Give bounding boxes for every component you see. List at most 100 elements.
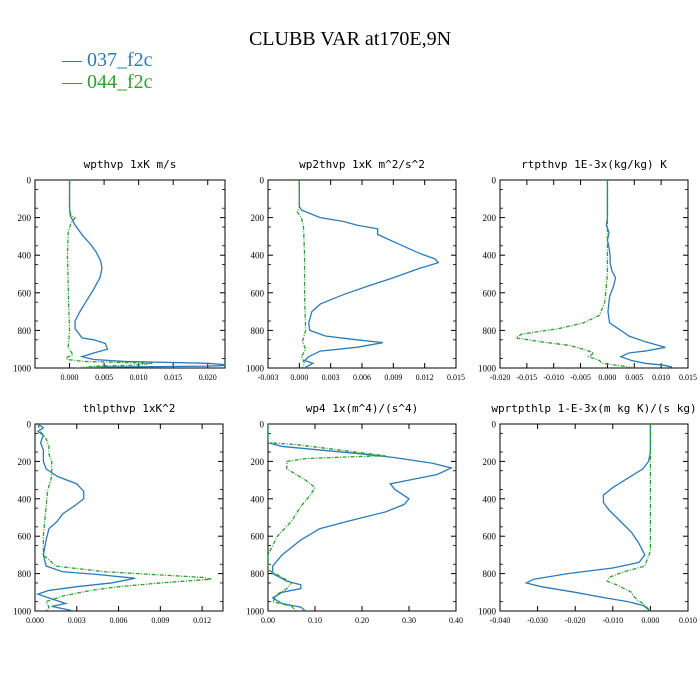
y-tick-label: 200 bbox=[483, 457, 497, 467]
x-tick-label: -0.030 bbox=[527, 616, 548, 625]
plot-frame bbox=[499, 179, 689, 369]
y-tick-label: 800 bbox=[251, 569, 265, 579]
y-tick-label: 1000 bbox=[246, 364, 265, 374]
series-line-037_f2c bbox=[68, 180, 225, 368]
x-tick-label: 0.30 bbox=[402, 616, 416, 625]
y-tick-label: 800 bbox=[251, 326, 265, 336]
y-tick-label: 1000 bbox=[13, 607, 32, 617]
series-line-044_f2c bbox=[296, 180, 307, 368]
y-tick-label: 0 bbox=[492, 420, 497, 430]
x-tick-label: 0.015 bbox=[164, 373, 182, 382]
y-tick-label: 200 bbox=[483, 213, 497, 223]
y-tick-label: 400 bbox=[251, 494, 265, 504]
legend-entry-044: — 044_f2c bbox=[62, 71, 153, 93]
x-tick-label: 0.012 bbox=[193, 616, 211, 625]
panel-title: rtpthvp 1E-3x(kg/kg) K bbox=[521, 158, 667, 171]
y-tick-label: 200 bbox=[251, 457, 265, 467]
y-tick-label: 600 bbox=[18, 288, 32, 298]
y-tick-label: 400 bbox=[18, 251, 32, 261]
y-tick-label: 800 bbox=[18, 569, 32, 579]
legend-entry-037: — 037_f2c bbox=[62, 49, 153, 71]
x-tick-label: 0.000 bbox=[290, 373, 308, 382]
plot-frame bbox=[34, 179, 226, 369]
y-tick-label: 600 bbox=[251, 532, 265, 542]
y-tick-label: 600 bbox=[18, 532, 32, 542]
y-tick-label: 200 bbox=[18, 213, 32, 223]
series-line-037_f2c bbox=[605, 180, 673, 368]
panel-title: wp2thvp 1xK m^2/s^2 bbox=[299, 158, 425, 171]
panel-title: wp4 1x(m^4)/(s^4) bbox=[306, 402, 419, 415]
series-line-037_f2c bbox=[524, 424, 652, 611]
x-tick-label: 0.000 bbox=[641, 616, 659, 625]
x-tick-label: -0.015 bbox=[517, 373, 538, 382]
x-tick-label: 0.000 bbox=[61, 373, 79, 382]
series-line-044_f2c bbox=[268, 424, 386, 611]
series-line-044_f2c bbox=[65, 180, 153, 368]
x-tick-label: 0.40 bbox=[449, 616, 463, 625]
y-tick-label: 1000 bbox=[478, 607, 497, 617]
y-tick-label: 0 bbox=[260, 420, 265, 430]
x-tick-label: 0.000 bbox=[598, 373, 616, 382]
x-tick-label: -0.020 bbox=[490, 373, 511, 382]
chart-panel-3: rtpthvp 1E-3x(kg/kg) K02004006008001000-… bbox=[478, 158, 697, 382]
series-line-037_f2c bbox=[298, 180, 440, 368]
panel-title: thlpthvp 1xK^2 bbox=[83, 402, 176, 415]
x-tick-label: 0.006 bbox=[353, 373, 371, 382]
x-tick-label: -0.005 bbox=[570, 373, 591, 382]
x-tick-label: 0.10 bbox=[308, 616, 322, 625]
x-tick-label: -0.020 bbox=[565, 616, 586, 625]
y-tick-label: 200 bbox=[251, 213, 265, 223]
y-tick-label: 800 bbox=[483, 326, 497, 336]
x-tick-label: 0.006 bbox=[110, 616, 128, 625]
x-tick-label: -0.010 bbox=[602, 616, 623, 625]
series-line-044_f2c bbox=[514, 180, 635, 368]
x-tick-label: 0.000 bbox=[26, 616, 44, 625]
x-tick-label: 0.20 bbox=[355, 616, 369, 625]
x-tick-label: 0.012 bbox=[416, 373, 434, 382]
y-tick-label: 400 bbox=[483, 494, 497, 504]
y-tick-label: 0 bbox=[492, 176, 497, 186]
x-tick-label: 0.005 bbox=[625, 373, 643, 382]
x-tick-label: 0.010 bbox=[652, 373, 670, 382]
x-tick-label: 0.009 bbox=[151, 616, 169, 625]
y-tick-label: 400 bbox=[18, 494, 32, 504]
x-tick-label: 0.015 bbox=[679, 373, 697, 382]
x-tick-label: 0.00 bbox=[261, 616, 275, 625]
chart-panel-2: wp2thvp 1xK m^2/s^2 0 200 400 600 800 1000-0.0… bbox=[246, 158, 465, 382]
chart-panel-1: wpthvp 1xK m/s 0 200 400 600 800 1000 0.000 0.00… bbox=[13, 158, 226, 382]
y-tick-label: 0 bbox=[27, 420, 32, 430]
series-line-044_f2c bbox=[606, 424, 652, 611]
y-tick-label: 600 bbox=[483, 532, 497, 542]
y-tick-label: 400 bbox=[251, 251, 265, 261]
plot-frame bbox=[34, 423, 224, 612]
x-tick-label: -0.040 bbox=[490, 616, 511, 625]
x-tick-label: 0.010 bbox=[130, 373, 148, 382]
y-tick-label: 1000 bbox=[13, 364, 32, 374]
y-tick-label: 1000 bbox=[246, 607, 265, 617]
y-tick-label: 600 bbox=[483, 288, 497, 298]
y-tick-label: 200 bbox=[18, 457, 32, 467]
chart-panel-6: wprtpthlp 1-E-3x(m kg K)/(s kg) 0 200 400 60… bbox=[478, 402, 697, 625]
x-tick-label: 0.010 bbox=[679, 616, 697, 625]
plot-frame bbox=[499, 423, 689, 612]
y-tick-label: 800 bbox=[18, 326, 32, 336]
series-line-037_f2c bbox=[35, 424, 136, 611]
x-tick-label: 0.003 bbox=[68, 616, 86, 625]
series-line-037_f2c bbox=[268, 424, 454, 611]
figure-title: CLUBB VAR at170E,9N bbox=[248, 28, 452, 50]
x-tick-label: -0.010 bbox=[543, 373, 564, 382]
y-tick-label: 800 bbox=[483, 569, 497, 579]
x-tick-label: 0.020 bbox=[199, 373, 217, 382]
x-tick-label: 0.005 bbox=[95, 373, 113, 382]
x-tick-label: 0.015 bbox=[447, 373, 465, 382]
series-line-044_f2c bbox=[37, 424, 212, 611]
y-tick-label: 600 bbox=[251, 288, 265, 298]
panel-title: wprtpthlp 1-E-3x(m kg K)/(s kg) bbox=[491, 402, 696, 415]
x-tick-label: -0.003 bbox=[258, 373, 279, 382]
y-tick-label: 0 bbox=[260, 176, 265, 186]
y-tick-label: 1000 bbox=[478, 364, 497, 374]
panel-title: wpthvp 1xK m/s bbox=[84, 158, 177, 171]
